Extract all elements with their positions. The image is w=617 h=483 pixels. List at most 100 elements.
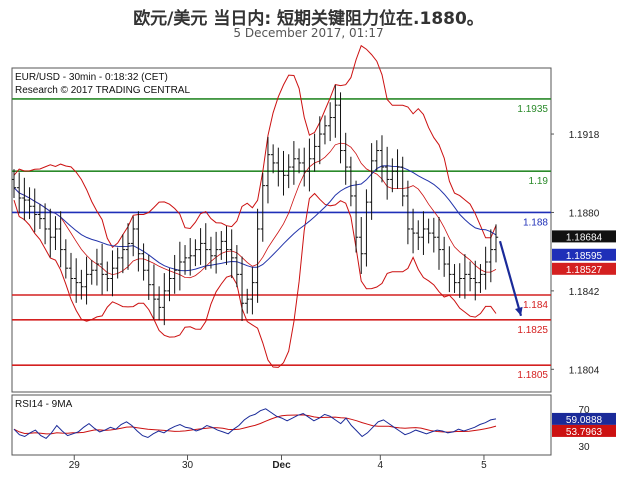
price-bar bbox=[208, 236, 214, 269]
price-bar bbox=[73, 258, 79, 303]
bollinger-lower bbox=[13, 192, 497, 368]
price-bar bbox=[343, 132, 348, 185]
price-bar bbox=[265, 136, 271, 204]
price-bar bbox=[188, 238, 193, 276]
price-bar bbox=[198, 228, 203, 265]
price-bar bbox=[58, 211, 63, 268]
price-bar bbox=[478, 264, 483, 293]
axes-labels: 1.1918 1.1880 1.1842 1.1804 70 30 29 30 Dec 4 5 bbox=[69, 130, 600, 471]
price-bar bbox=[79, 269, 84, 300]
price-tag-bg-2 bbox=[552, 262, 616, 275]
rsi-tag-bg-0 bbox=[552, 412, 616, 425]
price-bar bbox=[353, 180, 359, 253]
price-bar bbox=[473, 260, 478, 301]
rsi-panel-label: RSI14 - 9MA bbox=[15, 399, 73, 410]
rsi-tag-0: 59.0888 bbox=[566, 415, 603, 426]
price-bar bbox=[462, 254, 468, 299]
price-bar bbox=[136, 211, 141, 272]
price-bar bbox=[488, 229, 494, 283]
level-label-0: 1.1935 bbox=[517, 104, 548, 115]
price-bar bbox=[94, 248, 100, 286]
price-tag-0: 1.18684 bbox=[566, 232, 603, 243]
price-bar bbox=[193, 239, 198, 267]
chart-info-line-2: Research © 2017 TRADING CENTRAL bbox=[15, 85, 190, 96]
price-bar bbox=[177, 241, 183, 291]
y-tick-label-3: 1.1804 bbox=[569, 365, 600, 376]
price-tag-1: 1.18595 bbox=[566, 251, 603, 262]
price-bar bbox=[131, 216, 136, 257]
price-bar bbox=[436, 216, 442, 270]
price-bar bbox=[162, 273, 167, 326]
rsi-line bbox=[13, 408, 497, 440]
chart-title: 欧元/美元 当日内: 短期关键阻力位在.1880。 bbox=[133, 9, 484, 29]
price-bar bbox=[296, 148, 302, 174]
bollinger-middle bbox=[13, 142, 497, 279]
price-bar bbox=[146, 254, 151, 300]
price-bar bbox=[63, 239, 69, 279]
y-tick-label-0: 1.1918 bbox=[569, 130, 600, 141]
price-bar bbox=[291, 141, 297, 185]
price-bar bbox=[182, 245, 188, 275]
price-bar bbox=[239, 256, 245, 322]
price-bar bbox=[364, 189, 369, 267]
price-bar bbox=[203, 223, 208, 270]
price-bar bbox=[281, 150, 286, 196]
x-tick-label-1: 30 bbox=[182, 460, 194, 471]
price-bar bbox=[16, 172, 22, 214]
price-bar bbox=[99, 243, 105, 295]
rsi-tag-bg-1 bbox=[552, 424, 616, 437]
price-bar bbox=[115, 247, 120, 279]
price-bar bbox=[229, 229, 234, 279]
price-bar bbox=[27, 187, 32, 220]
price-bar bbox=[452, 264, 457, 293]
price-tag-2: 1.18527 bbox=[566, 265, 603, 276]
price-bar bbox=[270, 144, 276, 174]
price-tag-bg-0 bbox=[552, 230, 616, 243]
price-bar bbox=[120, 234, 126, 274]
moving-average bbox=[13, 165, 497, 272]
price-bar bbox=[416, 220, 421, 251]
price-bar bbox=[467, 261, 473, 292]
price-bar bbox=[483, 246, 488, 290]
price-bar bbox=[327, 102, 333, 142]
price-bar bbox=[410, 208, 416, 254]
level-label-1: 1.19 bbox=[529, 176, 549, 187]
price-bar bbox=[286, 154, 291, 189]
price-bar bbox=[110, 250, 115, 297]
price-bar bbox=[447, 246, 452, 293]
rsi-tick-label-0: 70 bbox=[578, 405, 590, 416]
price-bar bbox=[276, 147, 281, 187]
price-bar bbox=[125, 223, 131, 270]
price-bar bbox=[395, 149, 400, 189]
bollinger-upper bbox=[13, 44, 497, 249]
price-bar bbox=[141, 243, 146, 281]
forecast-arrow bbox=[498, 240, 523, 317]
arrow-head bbox=[515, 306, 523, 316]
price-bar bbox=[53, 216, 58, 251]
price-bar bbox=[156, 286, 162, 321]
price-bar bbox=[213, 231, 219, 274]
price-bar bbox=[322, 115, 328, 145]
price-bar bbox=[493, 224, 499, 263]
price-bar bbox=[374, 140, 379, 172]
price-bar bbox=[333, 84, 338, 138]
price-bar bbox=[390, 158, 395, 193]
chart-subtitle: 5 December 2017, 01:17 bbox=[233, 26, 384, 40]
x-tick-label-3: 4 bbox=[378, 460, 384, 471]
price-bar bbox=[32, 188, 37, 233]
sma-line bbox=[13, 165, 497, 272]
price-bar bbox=[151, 264, 157, 320]
arrow-shaft bbox=[498, 240, 523, 317]
price-bar bbox=[250, 267, 255, 315]
price-bar bbox=[245, 288, 250, 314]
price-bar bbox=[48, 208, 53, 258]
price-bar bbox=[431, 217, 437, 253]
rsi-lines bbox=[13, 408, 497, 440]
price-bar bbox=[426, 218, 431, 244]
price-bar bbox=[400, 156, 405, 207]
price-bar bbox=[84, 256, 89, 305]
price-bar bbox=[384, 146, 390, 200]
level-label-3: 1.184 bbox=[523, 300, 548, 311]
x-tick-label-4: 5 bbox=[481, 460, 487, 471]
